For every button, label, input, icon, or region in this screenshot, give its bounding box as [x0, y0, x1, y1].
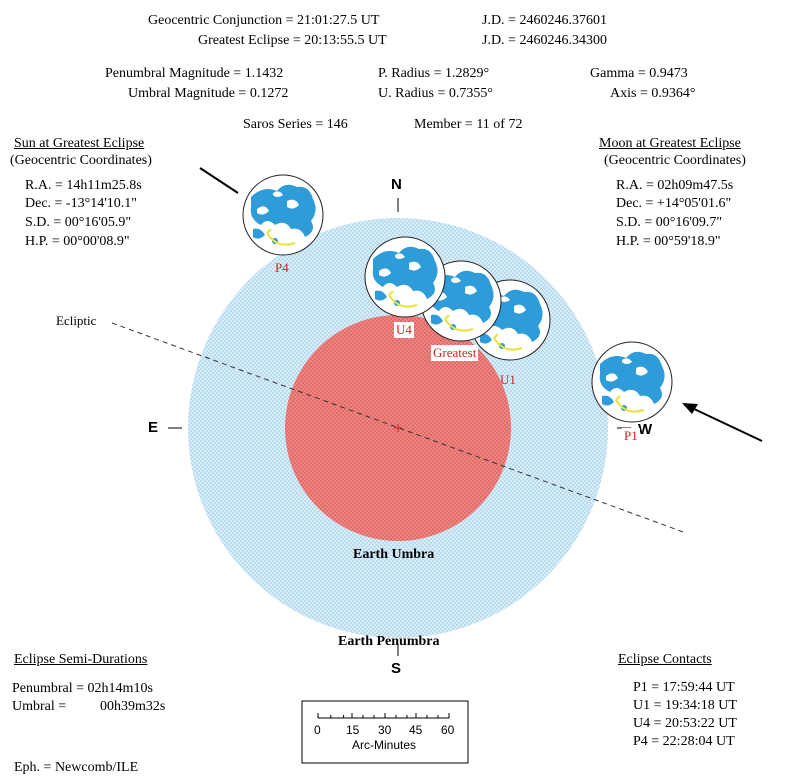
contact-label-greatest: Greatest — [431, 345, 479, 361]
greatest-jd-text: J.D. = 2460246.34300 — [482, 33, 607, 48]
scale-tick-45: 45 — [409, 723, 423, 737]
moon-hp: H.P. = 00°59'18.9" — [616, 234, 721, 249]
saros-series: Saros Series = 146 — [243, 117, 348, 132]
moon-motion-arrow-icon — [682, 403, 763, 442]
scale-tick-60: 60 — [441, 723, 455, 737]
contact-label-u1: U1 — [500, 372, 516, 387]
moon-ra: R.A. = 02h09m47.5s — [616, 178, 734, 193]
contact-p1-time: P1 = 17:59:44 UT — [633, 680, 735, 695]
sun-ra: R.A. = 14h11m25.8s — [25, 178, 142, 193]
scale-bar-ruler — [317, 713, 450, 719]
contact-label-p4: P4 — [275, 260, 289, 275]
north-label: N — [391, 176, 402, 193]
sun-subtitle: (Geocentric Coordinates) — [10, 153, 152, 168]
conjunction-jd-text: J.D. = 2460246.37601 — [482, 13, 607, 28]
umbral-semi-duration-label: Umbral = — [12, 699, 67, 714]
contact-u4-time: U4 = 20:53:22 UT — [633, 716, 737, 731]
ecliptic-label: Ecliptic — [56, 313, 97, 328]
ephemeris-footer: Eph. = Newcomb/ILE — [14, 760, 139, 775]
earth-center-mark — [394, 424, 402, 432]
semi-durations-title: Eclipse Semi-Durations — [14, 652, 148, 667]
sun-sd: S.D. = 00°16'05.9" — [25, 215, 132, 230]
moon-sd: S.D. = 00°16'09.7" — [616, 215, 723, 230]
sun-title: Sun at Greatest Eclipse — [14, 136, 145, 151]
sun-dec: Dec. = -13°14'10.1" — [25, 196, 137, 211]
moon-dec: Dec. = +14°05'01.6" — [616, 196, 732, 211]
scale-unit-label: Arc-Minutes — [352, 738, 417, 752]
sun-hp: H.P. = 00°00'08.9" — [25, 234, 130, 249]
umbral-semi-duration-value: 00h39m32s — [100, 699, 166, 714]
contact-label-u4: U4 — [394, 322, 414, 338]
scale-tick-0: 0 — [314, 723, 321, 737]
moon-subtitle: (Geocentric Coordinates) — [604, 153, 746, 168]
penumbral-radius: P. Radius = 1.2829° — [378, 66, 490, 81]
moon-u4-icon — [364, 236, 446, 318]
contacts-title: Eclipse Contacts — [618, 652, 712, 667]
penumbral-magnitude: Penumbral Magnitude = 1.1432 — [105, 66, 284, 81]
scale-tick-15: 15 — [346, 723, 360, 737]
scale-tick-30: 30 — [378, 723, 392, 737]
earth-umbra-label: Earth Umbra — [353, 547, 435, 562]
south-label: S — [391, 660, 402, 677]
umbral-magnitude: Umbral Magnitude = 0.1272 — [128, 86, 289, 101]
ecliptic-line — [111, 322, 687, 534]
moon-p1-icon — [591, 341, 673, 423]
east-label: E — [148, 419, 159, 436]
moon-title: Moon at Greatest Eclipse — [599, 136, 741, 151]
contact-label-p1: P1 — [622, 428, 640, 444]
gamma-value: Gamma = 0.9473 — [590, 66, 688, 81]
umbral-radius: U. Radius = 0.7355° — [378, 86, 493, 101]
conjunction-text: Geocentric Conjunction = 21:01:27.5 UT — [148, 13, 380, 28]
west-label: W — [638, 421, 653, 438]
sun-direction-line — [199, 167, 239, 194]
earth-penumbra-label: Earth Penumbra — [338, 634, 440, 649]
axis-value: Axis = 0.9364° — [610, 86, 696, 101]
contact-p4-time: P4 = 22:28:04 UT — [633, 734, 735, 749]
moon-p4-icon — [242, 174, 324, 256]
contact-u1-time: U1 = 19:34:18 UT — [633, 698, 737, 713]
saros-member: Member = 11 of 72 — [414, 117, 523, 132]
penumbral-semi-duration: Penumbral = 02h14m10s — [12, 681, 153, 696]
greatest-text: Greatest Eclipse = 20:13:55.5 UT — [198, 33, 387, 48]
scale-bar-box — [301, 700, 469, 764]
